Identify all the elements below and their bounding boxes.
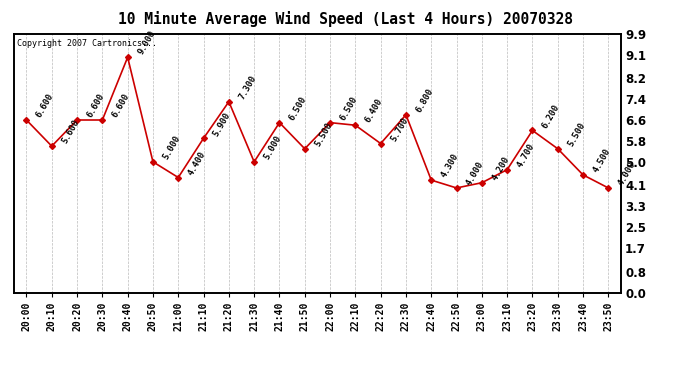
Text: 5.500: 5.500 xyxy=(566,121,587,148)
Text: 6.500: 6.500 xyxy=(288,94,308,122)
Text: 4.300: 4.300 xyxy=(440,152,460,179)
Text: Copyright 2007 Cartronics...: Copyright 2007 Cartronics... xyxy=(17,39,157,48)
Text: 5.700: 5.700 xyxy=(389,116,410,143)
Text: 6.600: 6.600 xyxy=(86,92,106,119)
Text: 6.800: 6.800 xyxy=(414,87,435,114)
Text: 7.300: 7.300 xyxy=(237,74,258,101)
Text: 5.600: 5.600 xyxy=(60,118,81,146)
Text: 4.500: 4.500 xyxy=(591,147,612,174)
Text: 10 Minute Average Wind Speed (Last 4 Hours) 20070328: 10 Minute Average Wind Speed (Last 4 Hou… xyxy=(117,11,573,27)
Text: 4.000: 4.000 xyxy=(465,160,486,187)
Text: 4.200: 4.200 xyxy=(490,155,511,182)
Text: 4.400: 4.400 xyxy=(186,150,208,177)
Text: 5.000: 5.000 xyxy=(262,134,284,161)
Text: 6.600: 6.600 xyxy=(34,92,56,119)
Text: 5.500: 5.500 xyxy=(313,121,334,148)
Text: 4.000: 4.000 xyxy=(617,160,638,187)
Text: 6.400: 6.400 xyxy=(364,97,384,124)
Text: 6.200: 6.200 xyxy=(541,102,562,130)
Text: 5.900: 5.900 xyxy=(212,110,233,138)
Text: 6.500: 6.500 xyxy=(338,94,359,122)
Text: 9.000: 9.000 xyxy=(136,29,157,57)
Text: 6.600: 6.600 xyxy=(110,92,132,119)
Text: 5.000: 5.000 xyxy=(161,134,182,161)
Text: 4.700: 4.700 xyxy=(515,142,536,169)
